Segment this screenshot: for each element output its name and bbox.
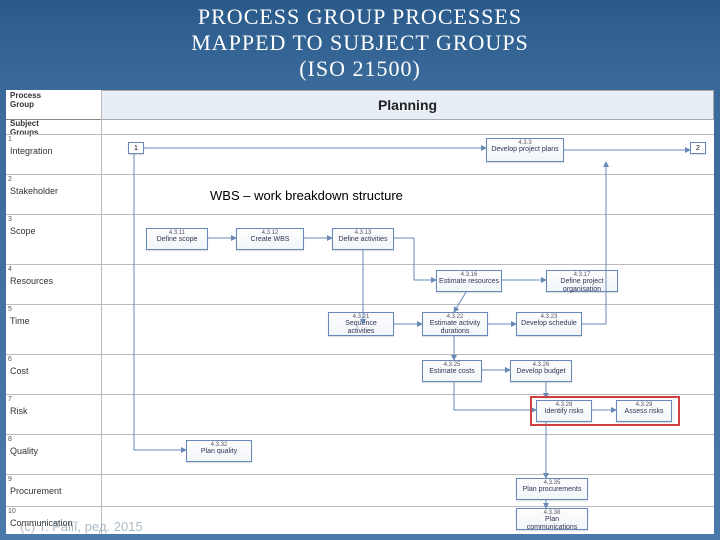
row-number: 9 xyxy=(8,476,12,483)
row-number: 10 xyxy=(8,508,16,515)
slide-title: PROCESS GROUP PROCESSES MAPPED TO SUBJEC… xyxy=(0,0,720,90)
process-label: Estimate costs xyxy=(429,368,475,375)
process-box-def_act: 4.3.13Define activities xyxy=(332,228,394,250)
process-box-create_wbs: 4.3.12Create WBS xyxy=(236,228,304,250)
process-label: Plan procurements xyxy=(523,486,582,493)
process-label: Identify risks xyxy=(545,408,584,415)
process-group-label: Process Group xyxy=(10,92,41,110)
process-label: Define project organisation xyxy=(560,278,603,292)
row-divider xyxy=(6,134,714,135)
title-line-2: MAPPED TO SUBJECT GROUPS xyxy=(40,30,680,56)
row-divider xyxy=(6,474,714,475)
subject-group-label: Risk xyxy=(10,406,28,416)
row-number: 6 xyxy=(8,356,12,363)
process-box-tiny2: 2 xyxy=(690,142,706,154)
row-number: 5 xyxy=(8,306,12,313)
process-label: Estimate activity durations xyxy=(430,320,481,334)
row-number: 2 xyxy=(8,176,12,183)
row-number: 7 xyxy=(8,396,12,403)
subject-group-label: Cost xyxy=(10,366,29,376)
process-box-def_org: 4.3.17Define project organisation xyxy=(546,270,618,292)
title-line-1: PROCESS GROUP PROCESSES xyxy=(40,4,680,30)
process-label: Plan communications xyxy=(527,516,578,530)
process-box-seq_act: 4.3.21Sequence activities xyxy=(328,312,394,336)
planning-column-header: Planning xyxy=(101,90,714,120)
wbs-annotation: WBS – work breakdown structure xyxy=(206,186,407,205)
process-box-def_scope: 4.3.11Define scope xyxy=(146,228,208,250)
process-box-plan_qual: 4.3.32Plan quality xyxy=(186,440,252,462)
process-label: Develop budget xyxy=(516,368,565,375)
process-label: Assess risks xyxy=(625,408,664,415)
header-row: Process Group Planning xyxy=(6,90,714,120)
process-label: Estimate resources xyxy=(439,278,499,285)
subject-group-label: Scope xyxy=(10,226,36,236)
process-label: Define scope xyxy=(157,236,198,243)
process-box-plan_comm: 4.3.38Plan communications xyxy=(516,508,588,530)
process-box-id_risks: 4.3.28Identify risks xyxy=(536,400,592,422)
process-box-dev_budget: 4.3.26Develop budget xyxy=(510,360,572,382)
process-box-dev_plans: 4.3.3Develop project plans xyxy=(486,138,564,162)
row-divider xyxy=(6,394,714,395)
subject-group-label: Stakeholder xyxy=(10,186,58,196)
subject-group-label: Resources xyxy=(10,276,53,286)
subject-group-label: Procurement xyxy=(10,486,62,496)
process-box-est_res: 4.3.16Estimate resources xyxy=(436,270,502,292)
row-divider xyxy=(6,506,714,507)
column-divider xyxy=(101,90,102,534)
row-divider xyxy=(6,304,714,305)
process-label: Define activities xyxy=(338,236,387,243)
process-label: Plan quality xyxy=(201,448,237,455)
process-label: Sequence activities xyxy=(345,320,377,334)
subject-group-label: Quality xyxy=(10,446,38,456)
process-box-plan_proc: 4.3.35Plan procurements xyxy=(516,478,588,500)
subject-group-label: Integration xyxy=(10,146,53,156)
process-box-est_costs: 4.3.25Estimate costs xyxy=(422,360,482,382)
row-number: 8 xyxy=(8,436,12,443)
process-label: Develop project plans xyxy=(491,146,558,153)
row-number: 3 xyxy=(8,216,12,223)
row-divider xyxy=(6,264,714,265)
row-divider xyxy=(6,174,714,175)
process-label: Create WBS xyxy=(251,236,290,243)
subject-group-label: Time xyxy=(10,316,30,326)
row-number: 1 xyxy=(8,136,12,143)
diagram-canvas: Process Group Planning Subject Groups 1I… xyxy=(6,90,714,534)
process-box-assess_risks: 4.3.29Assess risks xyxy=(616,400,672,422)
row-divider xyxy=(6,354,714,355)
row-number: 4 xyxy=(8,266,12,273)
process-box-est_dur: 4.3.22Estimate activity durations xyxy=(422,312,488,336)
title-line-3: (ISO 21500) xyxy=(40,56,680,82)
copyright-footer: (c) T. Paliĭ, ред. 2015 xyxy=(20,519,143,534)
row-divider xyxy=(6,214,714,215)
process-label: Develop schedule xyxy=(521,320,577,327)
process-box-tiny1: 1 xyxy=(128,142,144,154)
process-box-dev_sched: 4.3.23Develop schedule xyxy=(516,312,582,336)
row-divider xyxy=(6,434,714,435)
